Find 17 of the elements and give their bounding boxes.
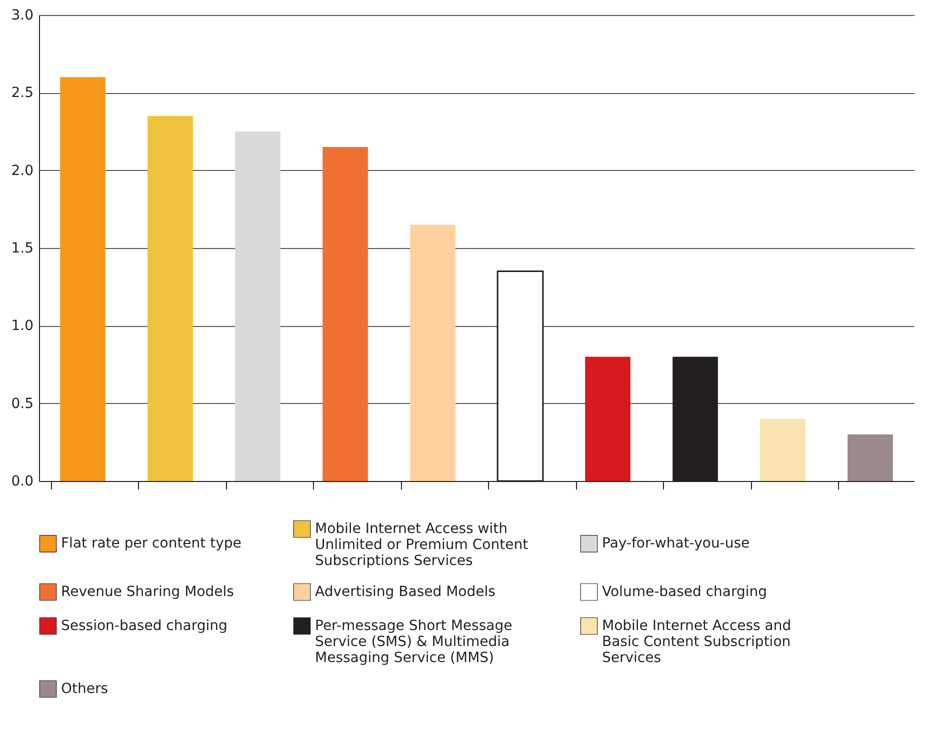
- y-tick-label: 0.0: [11, 474, 34, 490]
- legend-label: Others: [61, 681, 108, 697]
- y-tick-label: 1.5: [11, 240, 34, 256]
- y-tick-label: 1.0: [11, 318, 34, 334]
- y-tick-label: 2.0: [11, 162, 34, 179]
- legend-label: Mobile Internet Access with Unlimited or Premium Content Subscriptions Services: [315, 521, 529, 569]
- legend-label: Mobile Internet Access and Basic Content Subscription Services: [602, 618, 792, 666]
- y-tick-label: 2.5: [11, 85, 34, 102]
- y-tick-label: 0.5: [11, 396, 34, 412]
- legend-label: Revenue Sharing Models: [61, 584, 234, 600]
- legend-label: Volume-based charging: [602, 584, 768, 600]
- y-tick-label: 3.0: [11, 8, 34, 24]
- legend-label: Advertising Based Models: [315, 584, 496, 600]
- legend-label: Per-message Short Message Service (SMS) & Multimedia Messaging Service (MMS): [315, 618, 512, 666]
- legend-label: Session-based charging: [61, 618, 228, 634]
- legend-label: Flat rate per content type: [61, 536, 242, 552]
- legend-label: Pay-for-what-you-use: [602, 536, 750, 552]
